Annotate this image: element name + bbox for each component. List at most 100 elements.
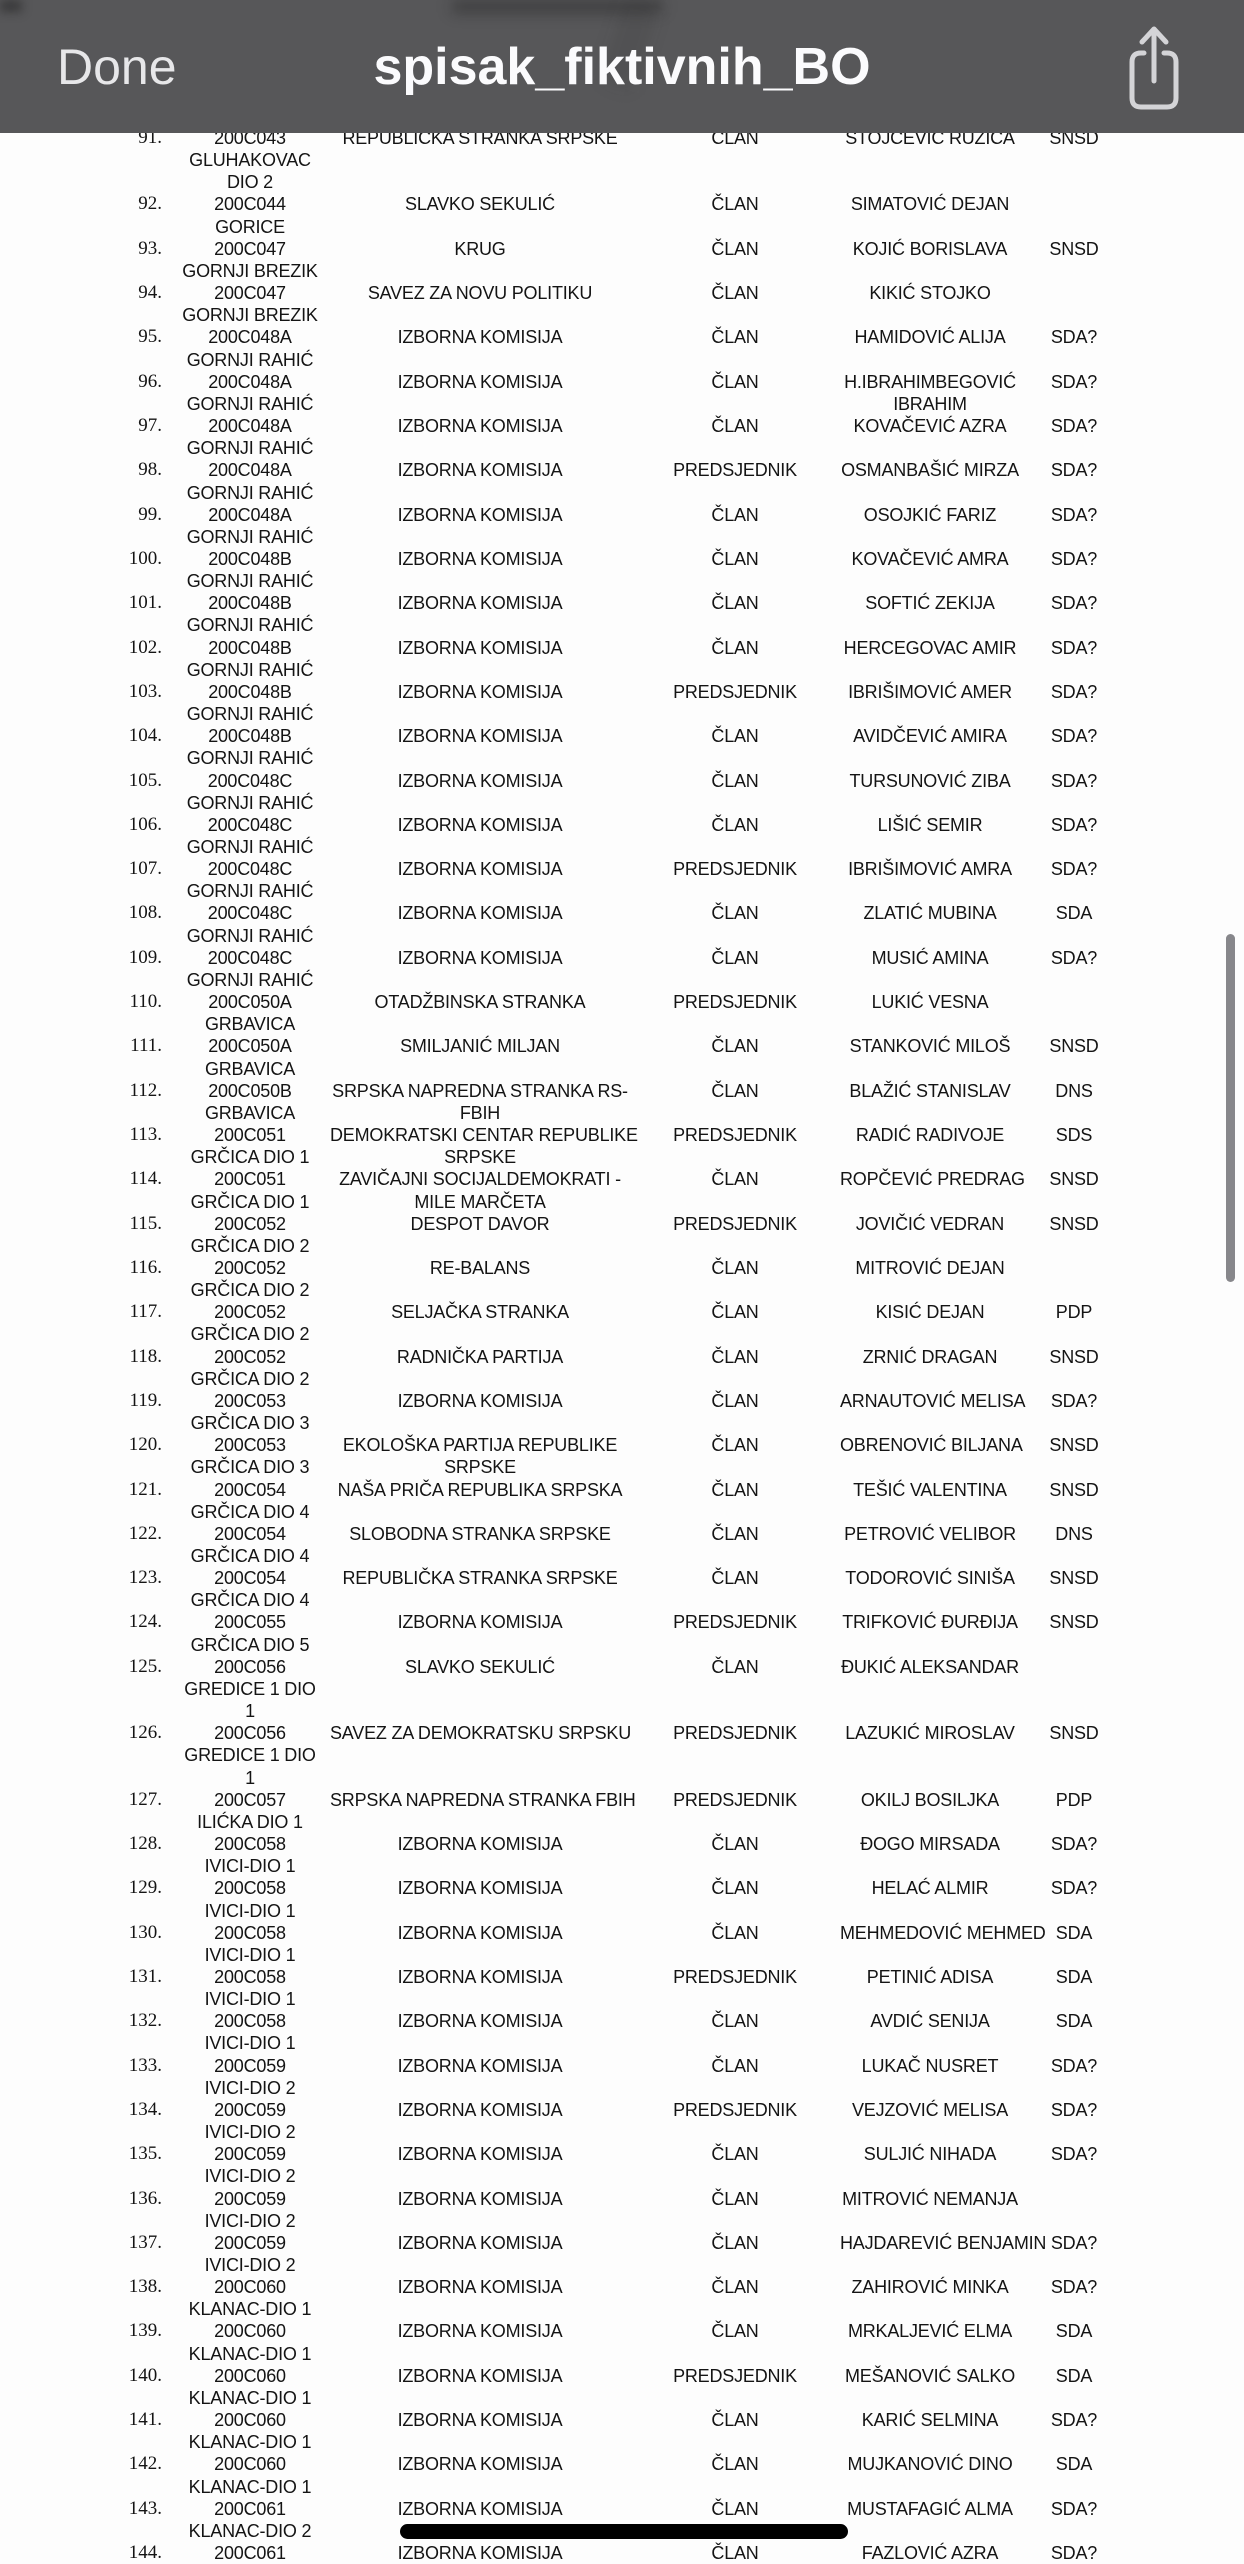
- row-number: 102.: [128, 636, 162, 658]
- party-abbr: SDA?: [1050, 416, 1098, 437]
- party-or-list-name: REPUBLIČKA STRANKA SRPSKE: [342, 1568, 618, 1589]
- row-number: 115.: [129, 1212, 162, 1234]
- role: ČLAN: [711, 1390, 759, 1411]
- row-number: 125.: [128, 1655, 162, 1677]
- party-abbr: SNSD: [1049, 1213, 1099, 1234]
- role: ČLAN: [711, 1523, 759, 1544]
- role: ČLAN: [711, 1169, 759, 1190]
- table-row: 105. 200C048C GORNJI RAHIĆ IZBORNA KOMISIJ…: [0, 770, 1244, 814]
- party-abbr: SDA?: [1050, 1878, 1098, 1899]
- station-code-and-place: 200C059 IVICI-DIO 2: [204, 2188, 296, 2231]
- party-or-list-name: IZBORNA KOMISIJA: [397, 947, 563, 968]
- member-name: STANKOVIĆ MILOŠ: [849, 1036, 1011, 1057]
- party-or-list-name: IZBORNA KOMISIJA: [397, 2498, 563, 2519]
- station-code-and-place: 200C048A GORNJI RAHIĆ: [186, 371, 314, 414]
- role: PREDSJEDNIK: [673, 1966, 797, 1987]
- role: ČLAN: [711, 128, 759, 148]
- member-name: MRKALJEVIĆ ELMA: [847, 2321, 1013, 2342]
- party-abbr: SNSD: [1049, 1479, 1099, 1500]
- role: ČLAN: [711, 2055, 759, 2076]
- party-abbr: SDA?: [1050, 2277, 1098, 2298]
- role: ČLAN: [711, 2410, 759, 2431]
- party-abbr: SDA: [1055, 2365, 1093, 2386]
- member-name: ROPČEVIĆ PREDRAG: [840, 1169, 1025, 1190]
- row-number: 97.: [138, 415, 162, 437]
- party-abbr: SNSD: [1049, 128, 1099, 148]
- done-button[interactable]: Done: [57, 0, 177, 133]
- role: ČLAN: [711, 2321, 759, 2342]
- table-row: 99. 200C048A GORNJI RAHIĆ IZBORNA KOMISIJA…: [0, 504, 1244, 548]
- role: ČLAN: [711, 1435, 759, 1456]
- member-name: ZAHIROVIĆ MINKA: [851, 2277, 1009, 2298]
- table-row: 101. 200C048B GORNJI RAHIĆ IZBORNA KOMISIJ…: [0, 592, 1244, 636]
- row-number: 136.: [128, 2187, 162, 2209]
- party-or-list-name: IZBORNA KOMISIJA: [397, 2277, 563, 2298]
- navbar: Done spisak_fiktivnih_BO: [0, 0, 1244, 133]
- table-row: 144. 200C061 IZBORNA KOMISIJA ČLAN FAZLOVIĆ …: [0, 2542, 1244, 2564]
- party-or-list-name: SMILJANIĆ MILJAN: [400, 1036, 560, 1057]
- station-code-and-place: 200C060 KLANAC-DIO 1: [188, 2410, 312, 2453]
- member-name: TRIFKOVIĆ ĐURĐIJA: [842, 1612, 1018, 1633]
- member-name: ARNAUTOVIĆ MELISA: [840, 1390, 1026, 1411]
- member-name: VEJZOVIĆ MELISA: [851, 2099, 1009, 2120]
- table-row: 137. 200C059 IVICI-DIO 2 IZBORNA KOMISIJA Č…: [0, 2232, 1244, 2276]
- member-name: HAJDAREVIĆ BENJAMIN: [840, 2232, 1047, 2253]
- member-name: TURSUNOVIĆ ZIBA: [849, 770, 1011, 791]
- station-code-and-place: 200C057 ILIĆKA DIO 1: [197, 1789, 303, 1832]
- member-name: KISIĆ DEJAN: [875, 1302, 985, 1323]
- row-number: 139.: [128, 2320, 162, 2342]
- row-number: 112.: [129, 1079, 162, 1101]
- share-button[interactable]: [1116, 20, 1192, 116]
- station-code-and-place: 200C059 IVICI-DIO 2: [204, 2055, 296, 2098]
- party-or-list-name: SAVEZ ZA DEMOKRATSKU SRPSKU: [330, 1723, 631, 1744]
- redaction-bar: [400, 2523, 848, 2539]
- row-number: 103.: [128, 680, 162, 702]
- station-code-and-place: 200C048B GORNJI RAHIĆ: [186, 548, 314, 592]
- table-row: 125. 200C056 GREDICE 1 DIO 1 SLAVKO SEKULI…: [0, 1656, 1244, 1722]
- row-number: 140.: [128, 2364, 162, 2386]
- role: ČLAN: [711, 1302, 759, 1323]
- party-abbr: SDA?: [1050, 2055, 1098, 2076]
- station-code-and-place: 200C048A GORNJI RAHIĆ: [186, 504, 314, 547]
- party-abbr: SDA?: [1050, 2543, 1098, 2564]
- party-or-list-name: SRPSKA NAPREDNA STRANKA RS- FBIH: [332, 1080, 628, 1123]
- station-code-and-place: 200C048B GORNJI RAHIĆ: [186, 681, 314, 725]
- station-code-and-place: 200C043 GLUHAKOVAC DIO 2: [189, 128, 311, 193]
- party-abbr: SDA?: [1050, 1834, 1098, 1855]
- row-number: 123.: [128, 1567, 162, 1589]
- table-row: 98. 200C048A GORNJI RAHIĆ IZBORNA KOMISIJA…: [0, 459, 1244, 503]
- station-code-and-place: 200C058 IVICI-DIO 1: [204, 2011, 296, 2054]
- party-abbr: SDA?: [1050, 2144, 1098, 2165]
- statusbar-smudge: [0, 0, 22, 12]
- table-row: 93. 200C047 GORNJI BREZIK KRUG ČLAN KOJIĆ BO…: [0, 238, 1244, 282]
- station-code-and-place: 200C044 GORICE: [214, 194, 286, 237]
- row-number: 130.: [128, 1921, 162, 1943]
- station-code-and-place: 200C050A GRBAVICA: [204, 1036, 296, 1079]
- party-or-list-name: IZBORNA KOMISIJA: [397, 2099, 563, 2120]
- station-code-and-place: 200C056 GREDICE 1 DIO 1: [184, 1656, 316, 1722]
- party-abbr: PDP: [1055, 1789, 1093, 1810]
- table-row: 133. 200C059 IVICI-DIO 2 IZBORNA KOMISIJA Č…: [0, 2055, 1244, 2099]
- role: ČLAN: [711, 2498, 759, 2519]
- member-name: ZLATIĆ MUBINA: [863, 903, 997, 924]
- member-name: ĐOGO MIRSADA: [860, 1834, 1000, 1855]
- party-abbr: SDA?: [1050, 2498, 1098, 2519]
- member-name: LUKAČ NUSRET: [861, 2055, 999, 2076]
- party-abbr: SDA: [1055, 2454, 1093, 2475]
- table-row: 111. 200C050A GRBAVICA SMILJANIĆ MILJAN ČLA…: [0, 1035, 1244, 1079]
- row-number: 108.: [128, 902, 162, 924]
- role: PREDSJEDNIK: [673, 1213, 797, 1234]
- member-name: LUKIĆ VESNA: [871, 992, 989, 1013]
- scrollbar-thumb[interactable]: [1226, 934, 1235, 1282]
- table-row: 113. 200C051 GRČICA DIO 1 DEMOKRATSKI CENT…: [0, 1124, 1244, 1168]
- party-or-list-name: IZBORNA KOMISIJA: [397, 726, 563, 747]
- role: ČLAN: [711, 2011, 759, 2032]
- member-name: MITROVIĆ NEMANJA: [842, 2188, 1018, 2209]
- station-code-and-place: 200C061 KLANAC-DIO 2: [188, 2498, 312, 2541]
- table-row: 107. 200C048C GORNJI RAHIĆ IZBORNA KOMISIJ…: [0, 858, 1244, 902]
- party-or-list-name: IZBORNA KOMISIJA: [397, 2232, 563, 2253]
- station-code-and-place: 200C052 GRČICA DIO 2: [190, 1346, 310, 1389]
- member-name: ZRNIĆ DRAGAN: [862, 1346, 998, 1367]
- station-code-and-place: 200C050B GRBAVICA: [204, 1080, 296, 1123]
- row-number: 98.: [138, 459, 162, 481]
